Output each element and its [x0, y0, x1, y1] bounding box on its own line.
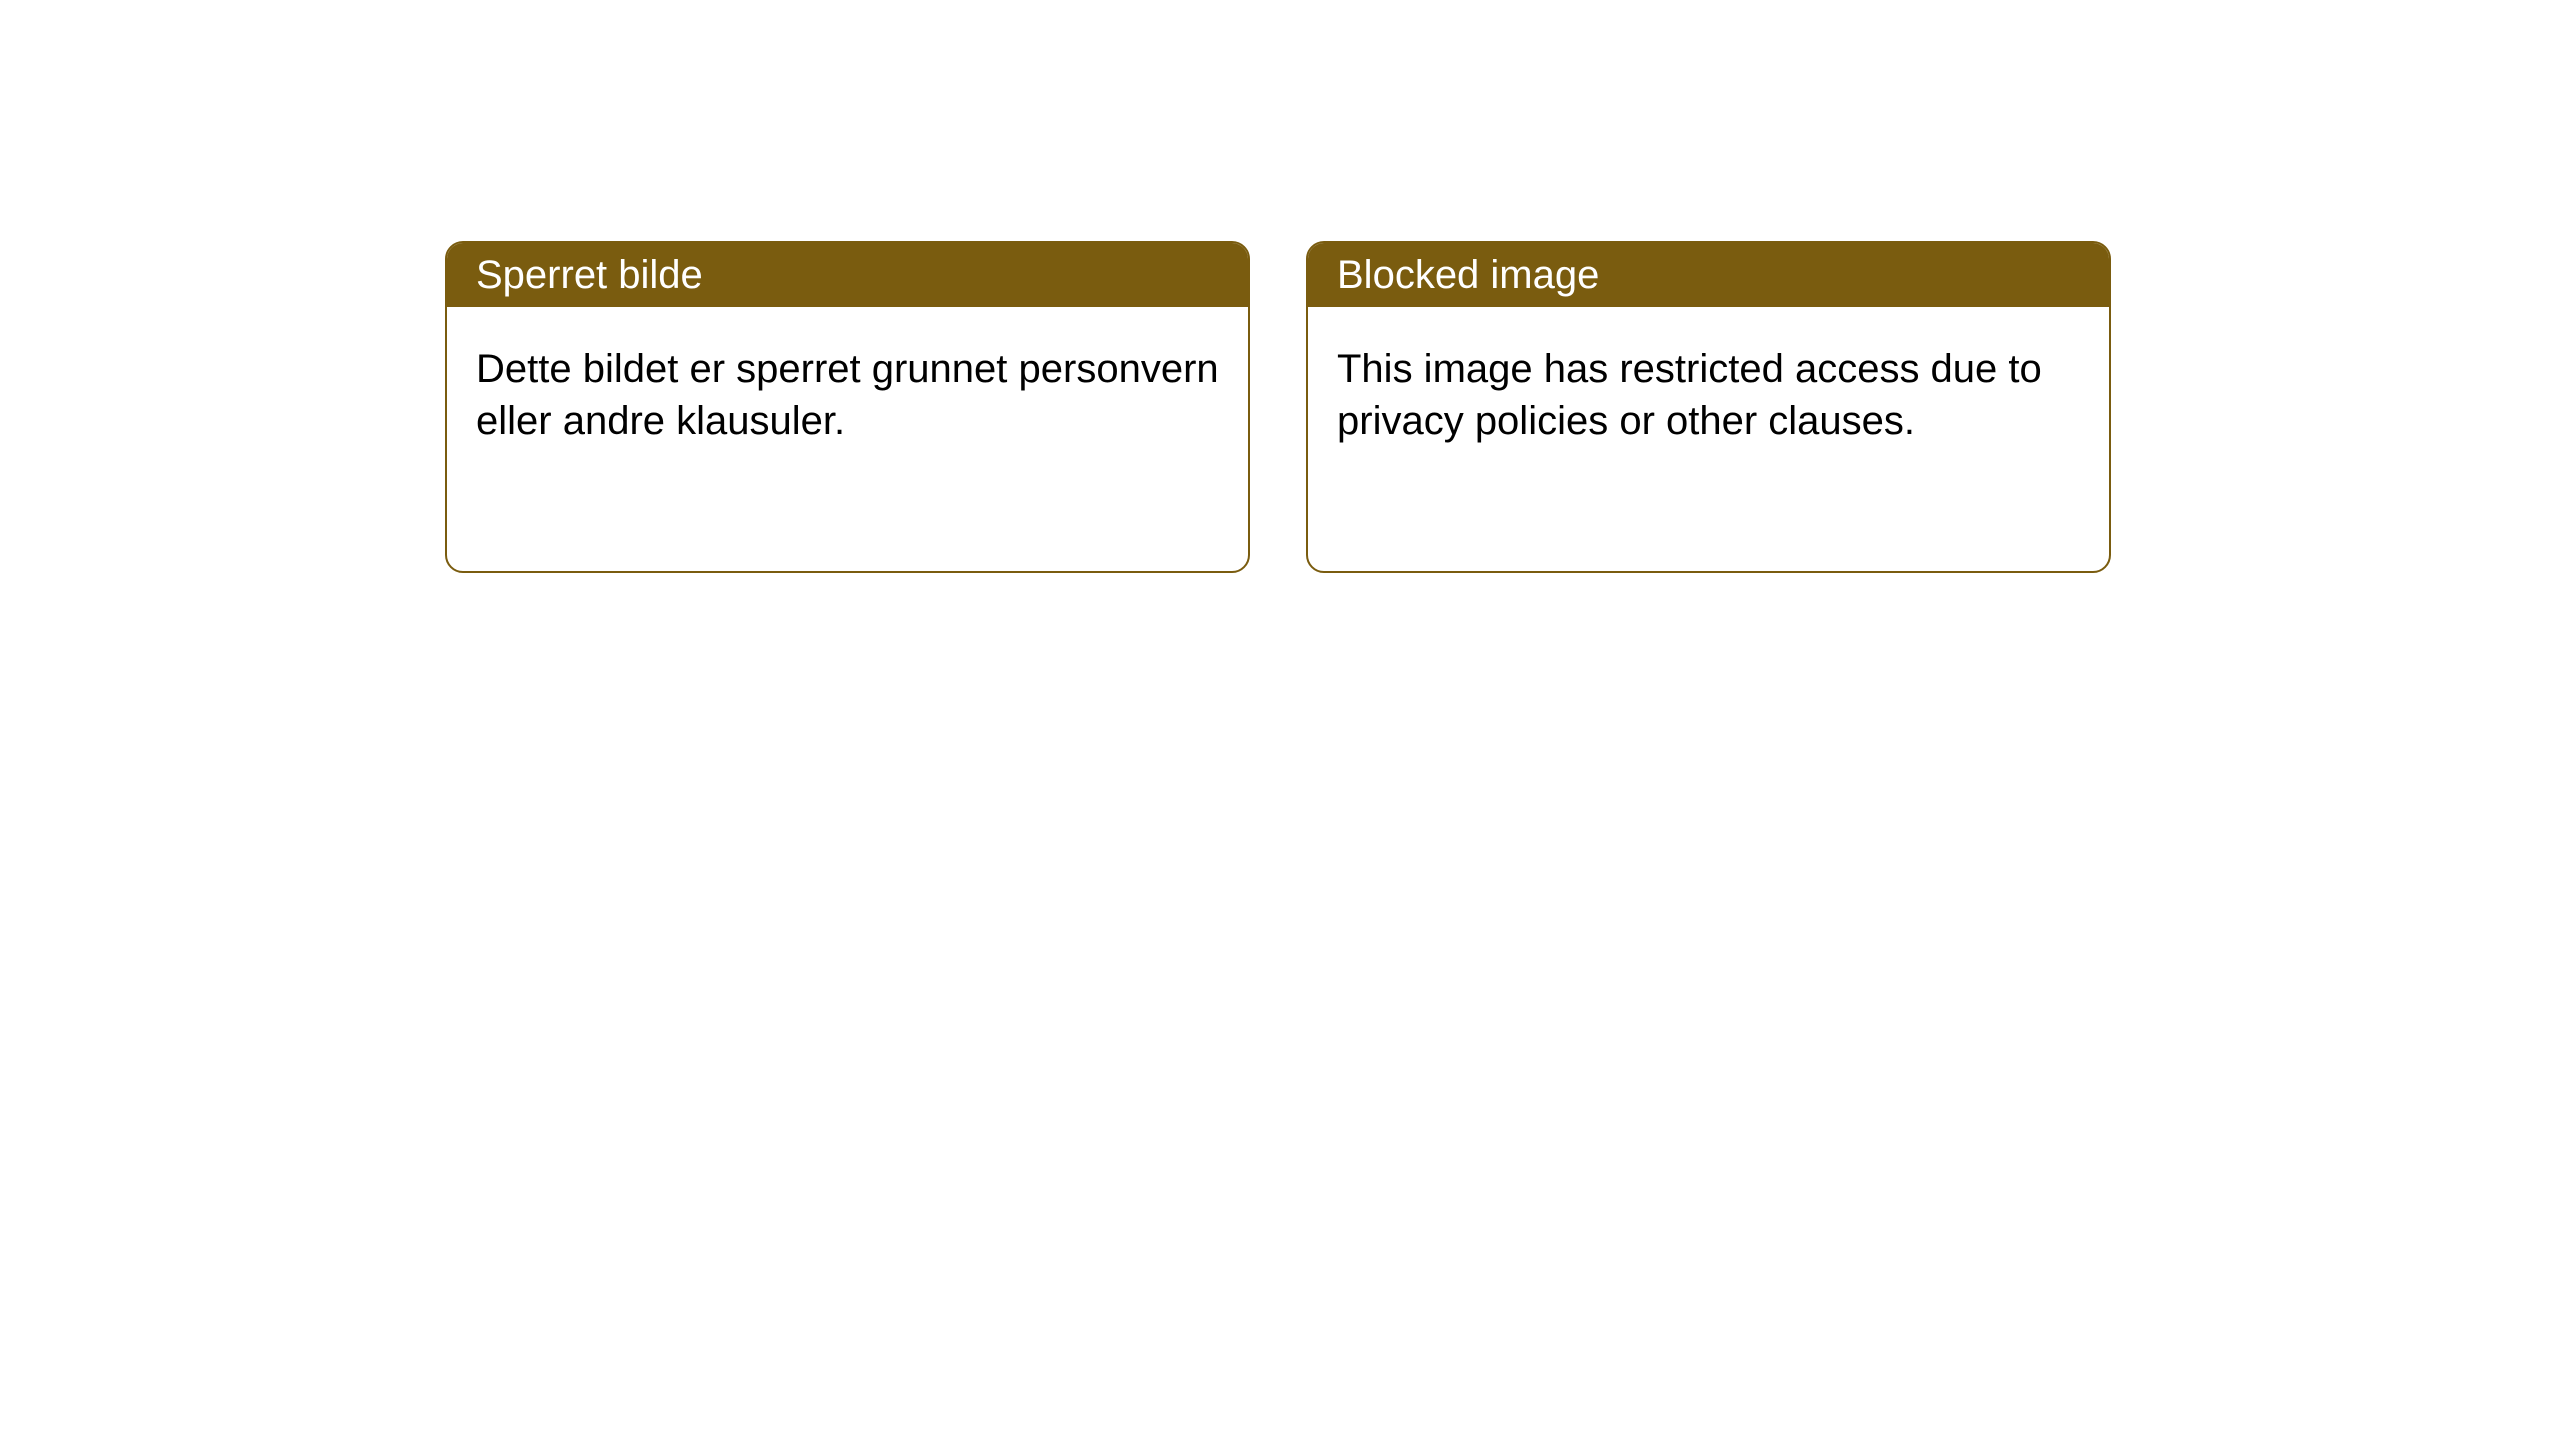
notice-body: Dette bildet er sperret grunnet personve…: [447, 307, 1248, 483]
notice-card-english: Blocked image This image has restricted …: [1306, 241, 2111, 573]
notice-card-norwegian: Sperret bilde Dette bildet er sperret gr…: [445, 241, 1250, 573]
notice-title: Sperret bilde: [447, 243, 1248, 307]
notice-container: Sperret bilde Dette bildet er sperret gr…: [445, 241, 2111, 573]
notice-title: Blocked image: [1308, 243, 2109, 307]
notice-body: This image has restricted access due to …: [1308, 307, 2109, 483]
